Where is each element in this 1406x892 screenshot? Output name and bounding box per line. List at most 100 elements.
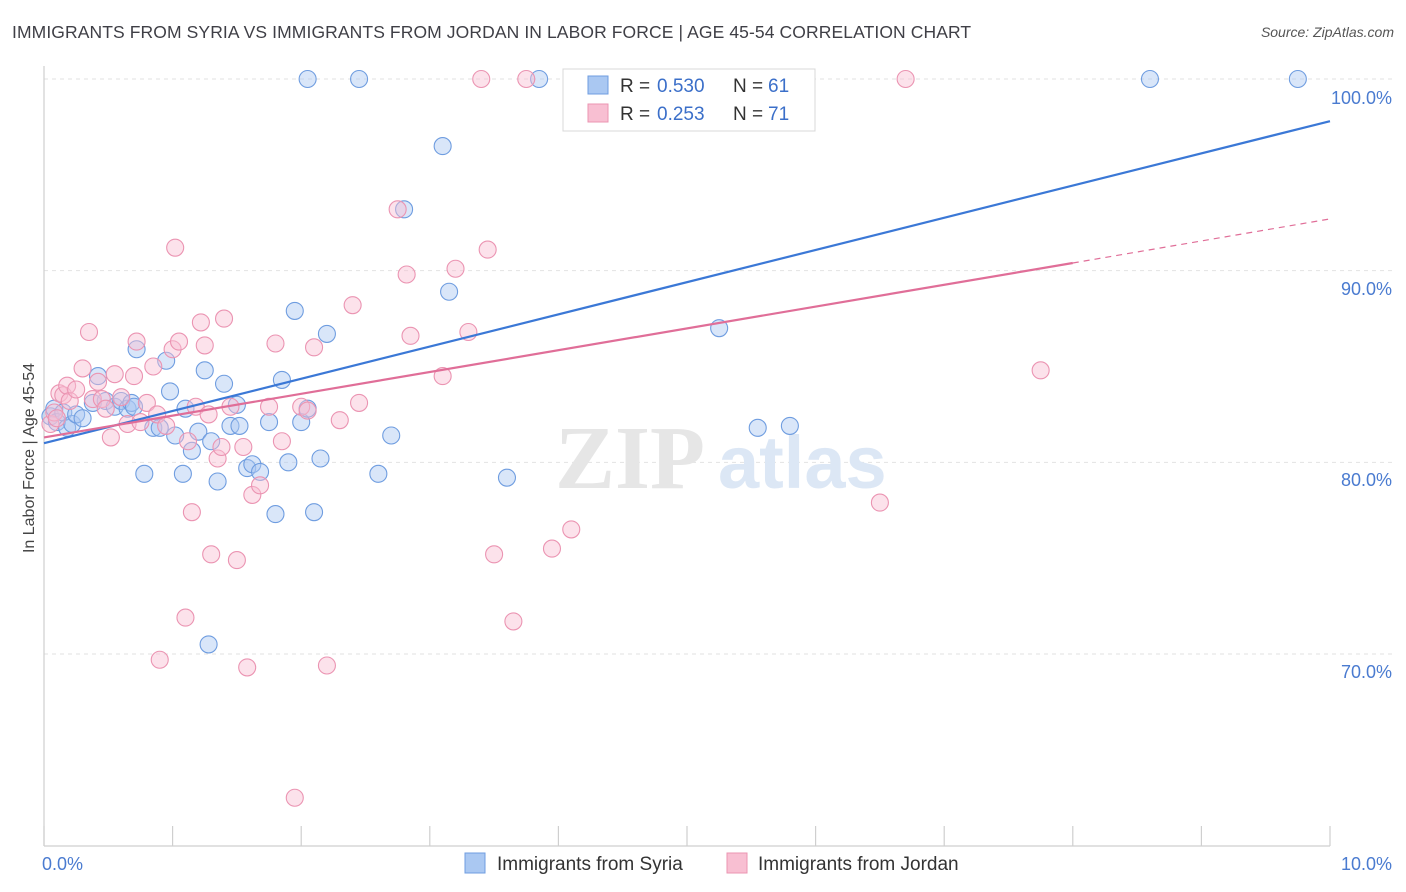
syria-point [395, 200, 414, 219]
syria-point [780, 416, 799, 435]
y-tick-label: 80.0% [1341, 470, 1392, 490]
jordan-point [47, 409, 66, 428]
jordan-point [137, 393, 156, 412]
legend-n-label: N = [733, 104, 763, 125]
syria-point [382, 426, 401, 445]
jordan-point [214, 309, 234, 328]
syria-point [317, 324, 336, 343]
jordan-point [285, 788, 304, 807]
jordan-point [101, 428, 120, 447]
syria-point [1288, 69, 1307, 89]
syria-point [748, 418, 767, 437]
jordan-point [144, 357, 163, 376]
syria-point [173, 464, 192, 483]
jordan-point [191, 313, 210, 332]
bottom-legend-label-jordan: Immigrants from Jordan [758, 854, 959, 875]
jordan-point [478, 240, 497, 259]
bottom-legend-swatch-syria [464, 852, 486, 874]
syria-point [182, 441, 201, 460]
bottom-legend-swatch-jordan [726, 852, 748, 874]
gridlines [44, 78, 1392, 655]
jordan-point [446, 259, 465, 278]
jordan-point [60, 391, 79, 411]
y-axis-label: In Labor Force | Age 45-54 [21, 363, 38, 553]
jordan-point [238, 658, 257, 677]
jordan-point [227, 551, 246, 570]
jordan-point [870, 493, 889, 512]
jordan-point [79, 322, 99, 342]
legend-swatch-syria [587, 75, 609, 95]
syria-trend-line [43, 120, 1331, 445]
legend-swatch-jordan [587, 103, 609, 123]
legend-n-value-syria: 61 [768, 76, 789, 97]
jordan-point [272, 432, 291, 451]
jordan-point [317, 656, 336, 675]
jordan-point [124, 367, 144, 386]
jordan-point [166, 238, 185, 257]
jordan-point [243, 485, 262, 504]
syria-point [311, 449, 330, 468]
bottom-legend-label-syria: Immigrants from Syria [497, 854, 683, 875]
jordan-point [169, 332, 189, 351]
jordan-point [96, 399, 115, 418]
legend: R = 0.530 N = 61 R = 0.253 N = 71 [562, 68, 816, 132]
chart-title: IMMIGRANTS FROM SYRIA VS IMMIGRANTS FROM… [12, 22, 972, 42]
jordan-point [157, 416, 176, 435]
syria-point [350, 69, 369, 89]
jordan-point [250, 476, 270, 495]
jordan-point [504, 612, 523, 631]
syria-point [440, 282, 459, 301]
syria-point [135, 464, 154, 483]
jordan-point [202, 545, 221, 564]
legend-r-value-syria: 0.530 [657, 76, 705, 97]
jordan-point [105, 365, 124, 384]
jordan-point [298, 401, 317, 420]
jordan-point [112, 388, 131, 407]
svg-text:atlas: atlas [718, 421, 887, 504]
jordan-point [517, 69, 536, 89]
syria-point [1140, 69, 1160, 89]
syria-point [208, 472, 227, 491]
jordan-point [266, 334, 285, 353]
syria-point [150, 418, 169, 437]
legend-r-label: R = [620, 104, 650, 125]
syria-point [266, 505, 285, 524]
syria-point [259, 413, 279, 432]
jordan-point [163, 340, 182, 359]
syria-point [298, 69, 317, 89]
syria-point [195, 361, 214, 380]
jordan-point [195, 336, 214, 355]
jordan-point [58, 376, 77, 395]
jordan-point [397, 265, 416, 284]
jordan-point [896, 69, 915, 89]
legend-n-label: N = [733, 76, 763, 97]
jordan-point [343, 296, 362, 315]
svg-text:ZIP: ZIP [555, 409, 705, 508]
jordan-point [150, 650, 169, 669]
jordan-point [562, 520, 581, 539]
jordan-point [176, 608, 195, 627]
jordan-point [67, 380, 86, 399]
jordan-point [212, 437, 231, 457]
jordan-point [485, 545, 504, 564]
syria-point [369, 464, 388, 483]
jordan-point [182, 503, 201, 522]
syria-point [285, 301, 304, 320]
jordan-point [433, 367, 452, 386]
syria-point [530, 69, 549, 89]
syria-point [214, 374, 234, 393]
syria-point [279, 453, 298, 472]
jordan-point [178, 432, 198, 451]
syria-point [433, 137, 452, 156]
jordan-trend-extension [1072, 218, 1331, 264]
syria-point [250, 462, 270, 481]
jordan-point [330, 411, 349, 430]
jordan-point [472, 69, 491, 89]
syria-point [127, 340, 146, 359]
jordan-point [305, 338, 324, 357]
jordan-trend-line [43, 261, 1073, 439]
jordan-point [73, 359, 92, 378]
syria-point [160, 382, 180, 401]
syria-point [243, 455, 262, 474]
